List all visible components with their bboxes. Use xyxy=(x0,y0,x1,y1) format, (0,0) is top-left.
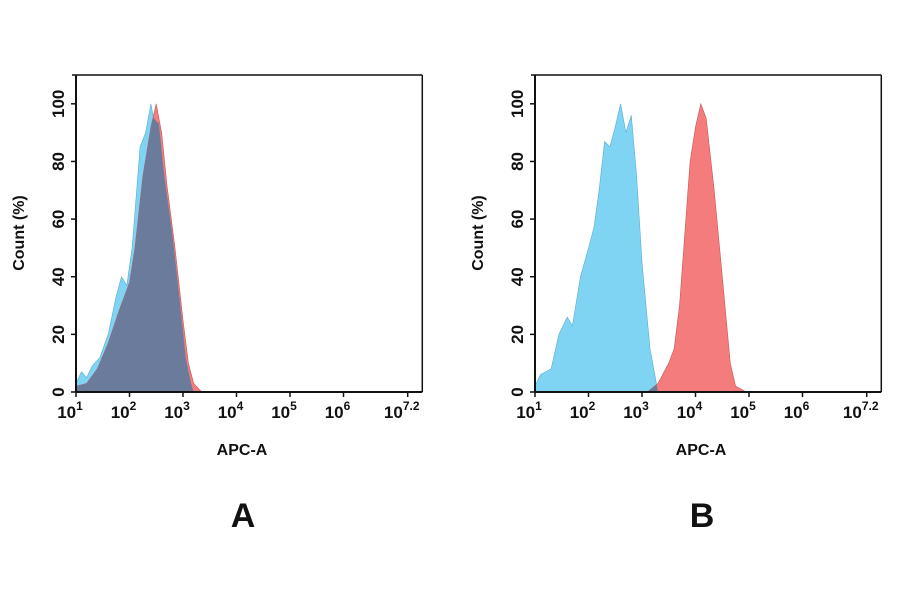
x-tick-exponent: 3 xyxy=(642,399,649,413)
x-tick-base: 10 xyxy=(730,403,749,422)
x-tick-exponent: 1 xyxy=(76,399,83,413)
y-tick-label: 40 xyxy=(49,267,68,286)
x-tick-base: 10 xyxy=(784,403,803,422)
x-tick-label: 105 xyxy=(271,399,297,422)
y-tick-label: 80 xyxy=(49,152,68,171)
y-tick-label: 40 xyxy=(508,267,527,286)
y-axis-label: Count (%) xyxy=(470,195,487,271)
x-tick-label: 107.2 xyxy=(843,399,879,422)
y-axis-label: Count (%) xyxy=(11,195,28,271)
y-tick-label: 100 xyxy=(508,90,527,118)
y-tick-label: 60 xyxy=(49,210,68,229)
y-tick-label: 0 xyxy=(508,387,527,396)
x-tick-exponent: 7.2 xyxy=(403,399,420,413)
x-tick-exponent: 5 xyxy=(749,399,756,413)
x-tick-base: 10 xyxy=(325,403,344,422)
x-tick-label: 102 xyxy=(570,399,596,422)
x-tick-exponent: 2 xyxy=(130,399,137,413)
series-overlap-area xyxy=(76,103,194,392)
x-tick-label: 106 xyxy=(325,399,351,422)
x-tick-base: 10 xyxy=(57,403,76,422)
y-tick-label: 100 xyxy=(49,90,68,118)
x-tick-label: 103 xyxy=(164,399,190,422)
x-tick-exponent: 2 xyxy=(589,399,596,413)
x-tick-label: 104 xyxy=(218,399,244,422)
x-tick-exponent: 4 xyxy=(237,399,244,413)
x-tick-label: 101 xyxy=(516,399,542,422)
x-tick-label: 103 xyxy=(623,399,649,422)
x-tick-label: 102 xyxy=(111,399,137,422)
y-tick-label: 20 xyxy=(508,325,527,344)
x-tick-label: 107.2 xyxy=(384,399,420,422)
x-tick-base: 10 xyxy=(218,403,237,422)
x-axis-label: APC-A xyxy=(217,442,268,459)
x-tick-exponent: 1 xyxy=(535,399,542,413)
x-axis-label: APC-A xyxy=(676,442,727,459)
x-tick-exponent: 7.2 xyxy=(862,399,879,413)
y-tick-label: 60 xyxy=(508,210,527,229)
x-tick-base: 10 xyxy=(570,403,589,422)
x-tick-exponent: 3 xyxy=(183,399,190,413)
x-tick-exponent: 6 xyxy=(803,399,810,413)
x-tick-base: 10 xyxy=(623,403,642,422)
x-tick-base: 10 xyxy=(843,403,862,422)
x-tick-base: 10 xyxy=(384,403,403,422)
x-tick-exponent: 4 xyxy=(696,399,703,413)
y-tick-label: 80 xyxy=(508,152,527,171)
x-tick-exponent: 5 xyxy=(290,399,297,413)
panel-label: B xyxy=(690,497,715,535)
series-1-area xyxy=(534,103,659,393)
y-tick-label: 20 xyxy=(49,325,68,344)
x-tick-base: 10 xyxy=(677,403,696,422)
x-tick-base: 10 xyxy=(164,403,183,422)
y-tick-label: 0 xyxy=(49,387,68,396)
x-tick-base: 10 xyxy=(516,403,535,422)
x-tick-base: 10 xyxy=(111,403,130,422)
series-2-area xyxy=(647,102,747,393)
x-tick-label: 101 xyxy=(57,399,83,422)
x-tick-label: 105 xyxy=(730,399,756,422)
x-tick-label: 106 xyxy=(784,399,810,422)
x-tick-exponent: 6 xyxy=(344,399,351,413)
x-tick-base: 10 xyxy=(271,403,290,422)
panel-label: A xyxy=(231,497,256,535)
x-tick-label: 104 xyxy=(677,399,703,422)
